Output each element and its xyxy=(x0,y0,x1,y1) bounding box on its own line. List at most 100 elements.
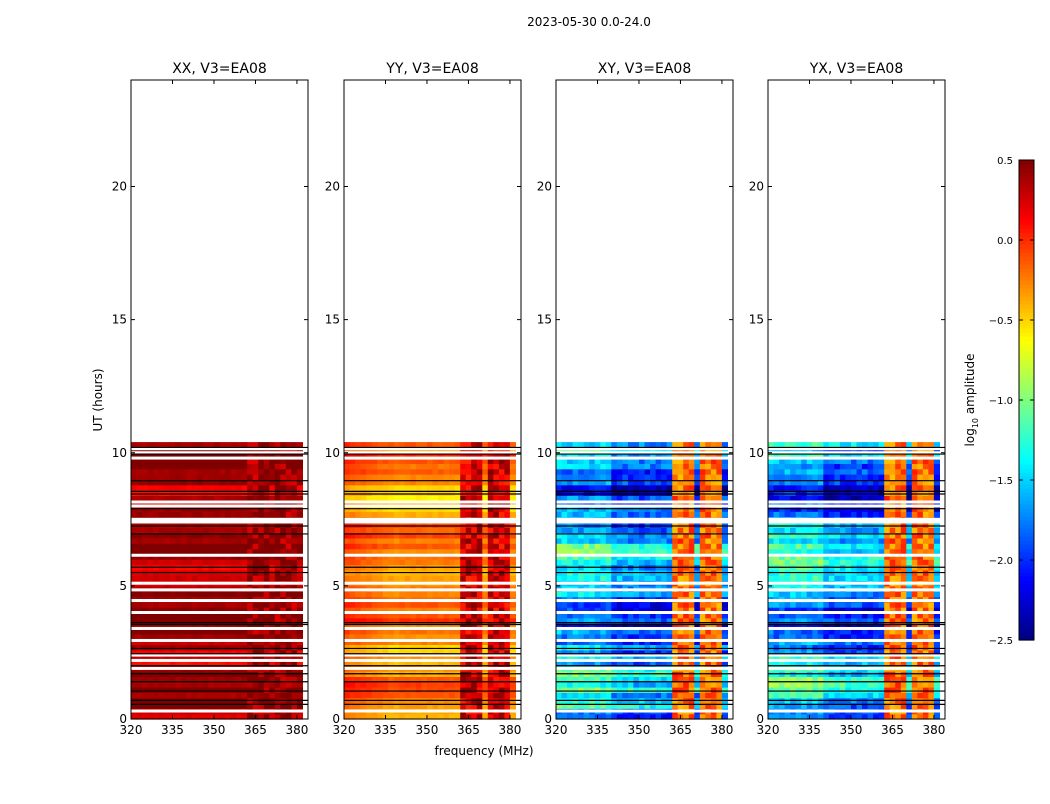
heatmap-cell xyxy=(275,559,281,565)
heatmap-cell xyxy=(372,495,378,501)
heatmap-cell xyxy=(433,602,439,608)
heatmap-cell xyxy=(192,559,198,565)
heatmap-cell xyxy=(656,485,662,491)
heatmap-cell xyxy=(236,682,242,688)
heatmap-cell xyxy=(366,645,372,651)
heatmap-cell xyxy=(595,559,601,565)
heatmap-cell xyxy=(269,463,275,469)
heatmap-cell xyxy=(466,687,472,693)
heatmap-cell xyxy=(388,495,394,501)
heatmap-cell xyxy=(137,538,143,544)
heatmap-cell xyxy=(247,575,253,581)
heatmap-cell xyxy=(639,687,645,693)
heatmap-cell xyxy=(556,682,562,688)
heatmap-cell xyxy=(159,575,165,581)
heatmap-cell xyxy=(482,485,488,491)
heatmap-cell xyxy=(600,645,606,651)
heatmap-cell xyxy=(595,634,601,640)
heatmap-cell xyxy=(595,645,601,651)
heatmap-cell xyxy=(170,511,176,517)
heatmap-cell xyxy=(628,474,634,480)
heatmap-cell xyxy=(388,463,394,469)
heatmap-cell xyxy=(421,682,427,688)
heatmap-cell xyxy=(286,538,292,544)
heatmap-cell xyxy=(694,485,700,491)
heatmap-cell xyxy=(471,591,477,597)
heatmap-cell xyxy=(705,549,711,555)
heatmap-cell xyxy=(197,474,203,480)
heatmap-cell xyxy=(600,687,606,693)
heatmap-cell xyxy=(388,575,394,581)
heatmap-cell xyxy=(291,485,297,491)
heatmap-cell xyxy=(291,543,297,549)
heatmap-cell xyxy=(556,495,562,501)
heatmap-cell xyxy=(366,538,372,544)
heatmap-cell xyxy=(449,682,455,688)
heatmap-cell xyxy=(366,474,372,480)
heatmap-cell xyxy=(377,682,383,688)
heatmap-cell xyxy=(181,682,187,688)
heatmap-cell xyxy=(510,538,516,544)
heatmap-cell xyxy=(142,591,148,597)
heatmap-cell xyxy=(220,575,226,581)
heatmap-cell xyxy=(683,687,689,693)
heatmap-cell xyxy=(611,511,617,517)
heatmap-cell xyxy=(611,543,617,549)
heatmap-cell xyxy=(291,474,297,480)
heatmap-cell xyxy=(350,591,356,597)
heatmap-cell xyxy=(214,511,220,517)
heatmap-cell xyxy=(438,538,444,544)
heatmap-cell xyxy=(650,538,656,544)
heatmap-cell xyxy=(264,474,270,480)
heatmap-cell xyxy=(694,687,700,693)
heatmap-cell xyxy=(388,549,394,555)
heatmap-cell xyxy=(683,495,689,501)
heatmap-cell xyxy=(355,538,361,544)
heatmap-cell xyxy=(589,645,595,651)
heatmap-cell xyxy=(231,549,237,555)
heatmap-cell xyxy=(164,543,170,549)
heatmap-cell xyxy=(633,645,639,651)
heatmap-cell xyxy=(499,538,505,544)
heatmap-cell xyxy=(247,485,253,491)
heatmap-cell xyxy=(466,463,472,469)
heatmap-cell xyxy=(242,559,248,565)
heatmap-cell xyxy=(504,511,510,517)
heatmap-cell xyxy=(488,469,494,475)
heatmap-cell xyxy=(231,463,237,469)
heatmap-cell xyxy=(466,559,472,565)
flagged-row-white xyxy=(131,627,308,630)
heatmap-cell xyxy=(689,692,695,698)
heatmap-cell xyxy=(578,549,584,555)
heatmap-cell xyxy=(689,645,695,651)
heatmap-cell xyxy=(493,682,499,688)
x-tick-label: 380 xyxy=(285,723,308,737)
heatmap-cell xyxy=(678,549,684,555)
heatmap-cell xyxy=(705,527,711,533)
heatmap-cell xyxy=(667,602,673,608)
heatmap-cell xyxy=(355,645,361,651)
heatmap-cell xyxy=(606,602,612,608)
heatmap-cell xyxy=(208,538,214,544)
heatmap-cell xyxy=(595,469,601,475)
heatmap-cell xyxy=(186,543,192,549)
heatmap-cell xyxy=(595,527,601,533)
heatmap-cell xyxy=(214,549,220,555)
heatmap-cell xyxy=(366,549,372,555)
heatmap-cell xyxy=(504,495,510,501)
heatmap-cell xyxy=(275,602,281,608)
heatmap-cell xyxy=(405,692,411,698)
heatmap-cell xyxy=(186,463,192,469)
heatmap-cell xyxy=(477,511,483,517)
heatmap-cell xyxy=(433,474,439,480)
heatmap-cell xyxy=(159,549,165,555)
heatmap-cell xyxy=(137,682,143,688)
heatmap-cell xyxy=(482,511,488,517)
heatmap-cell xyxy=(231,591,237,597)
heatmap-cell xyxy=(159,495,165,501)
heatmap-cell xyxy=(656,602,662,608)
heatmap-cell xyxy=(694,495,700,501)
heatmap-cell xyxy=(164,549,170,555)
heatmap-cell xyxy=(628,469,634,475)
heatmap-cell xyxy=(455,549,461,555)
